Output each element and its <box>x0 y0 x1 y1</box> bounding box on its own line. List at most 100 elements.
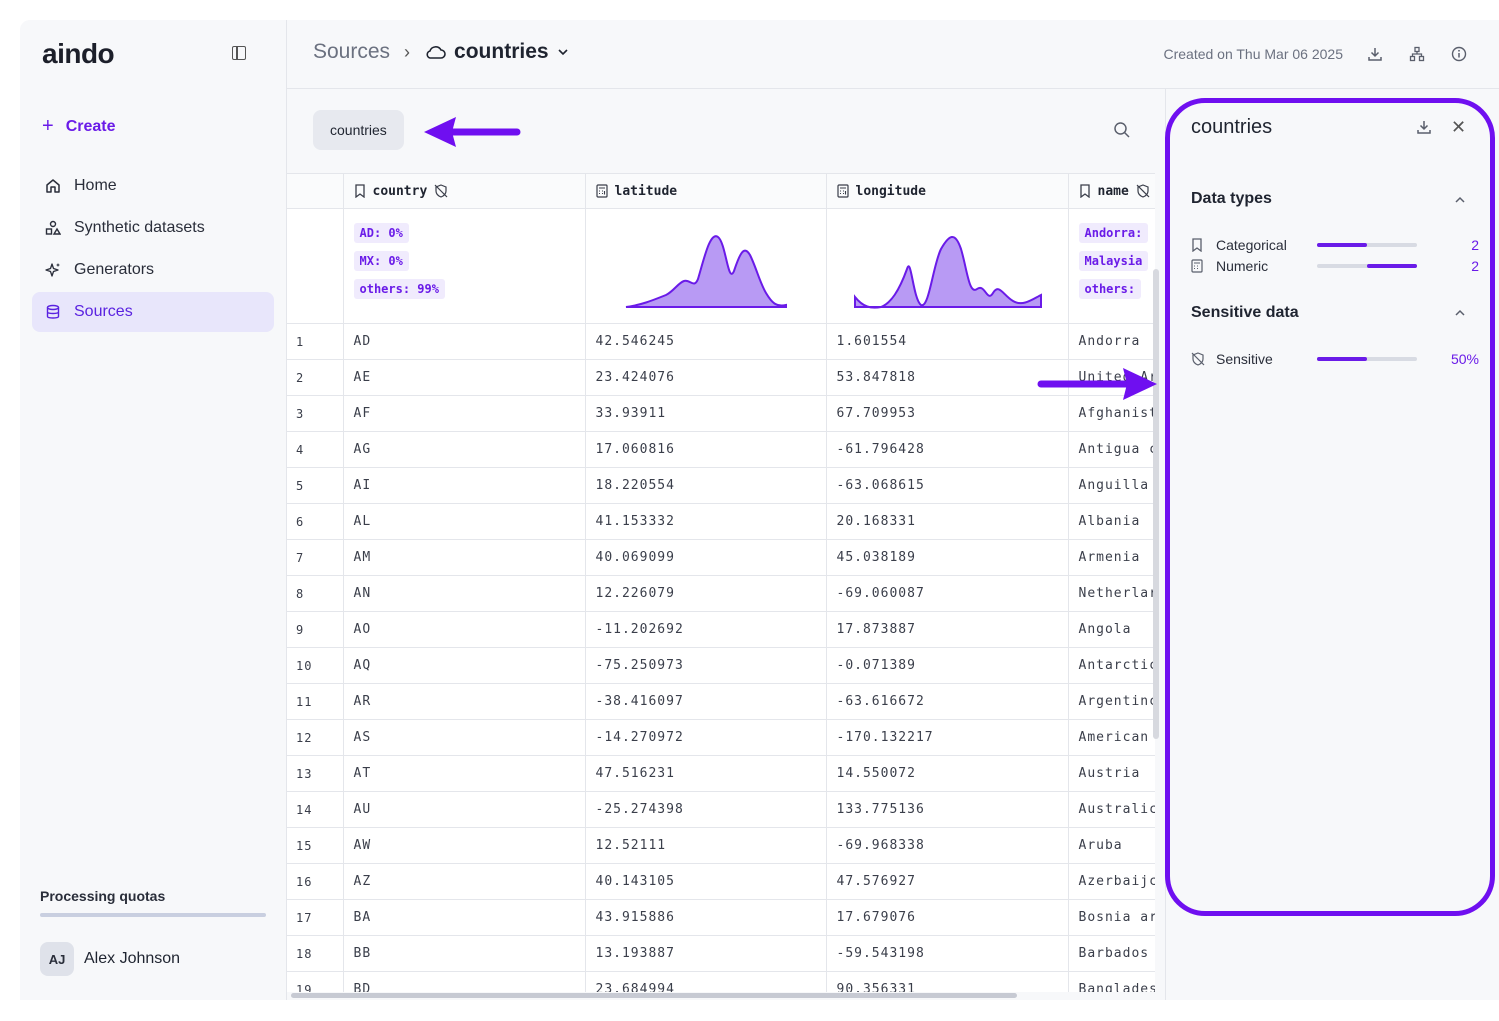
table-cell: AN <box>343 575 586 612</box>
panel-title: countries <box>1191 116 1273 138</box>
table-row[interactable]: 3 AF 33.93911 67.709953 Afghanist <box>287 395 1155 432</box>
table-cell: -25.274398 <box>585 791 827 828</box>
horizontal-scrollbar[interactable] <box>291 993 1017 998</box>
sidebar-item-label: Synthetic datasets <box>74 219 205 236</box>
table-cell: 90.356331 <box>826 971 1069 992</box>
create-button[interactable]: + Create <box>42 115 116 138</box>
table-cell: -11.202692 <box>585 611 827 648</box>
category-tag: others: <box>1078 279 1142 299</box>
column-header-longitude[interactable]: longitude <box>826 174 1069 209</box>
table-cell: Anguilla <box>1068 467 1155 504</box>
data-type-categorical: Categorical 2 <box>1191 235 1479 255</box>
data-type-label: Categorical <box>1216 237 1287 253</box>
table-cell: -69.968338 <box>826 827 1069 864</box>
table-cell: 43.915886 <box>585 899 827 936</box>
row-index-cell: 8 <box>287 575 344 612</box>
table-cell: 40.143105 <box>585 863 827 900</box>
table-cell: Antarctic <box>1068 647 1155 684</box>
table-row[interactable]: 6 AL 41.153332 20.168331 Albania <box>287 503 1155 540</box>
table-cell: -14.270972 <box>585 719 827 756</box>
table-cell: AG <box>343 431 586 468</box>
column-name: longitude <box>855 183 926 199</box>
data-type-count: 2 <box>1471 237 1479 253</box>
table-cell: -0.071389 <box>826 647 1069 684</box>
table-cell: AE <box>343 359 586 396</box>
column-header-latitude[interactable]: latitude <box>585 174 827 209</box>
table-row[interactable]: 4 AG 17.060816 -61.796428 Antigua c <box>287 431 1155 468</box>
processing-quotas-label[interactable]: Processing quotas <box>40 888 166 904</box>
breadcrumb-sources[interactable]: Sources <box>313 40 391 63</box>
table-cell: 67.709953 <box>826 395 1069 432</box>
numeric-bar-fill <box>1367 264 1417 268</box>
table-row[interactable]: 17 BA 43.915886 17.679076 Bosnia ar <box>287 899 1155 936</box>
table-cell: 133.775136 <box>826 791 1069 828</box>
table-cell: Barbados <box>1068 935 1155 972</box>
table-cell: AO <box>343 611 586 648</box>
sensitive-row: Sensitive 50% <box>1191 349 1479 369</box>
sidebar-item-synthetic-datasets[interactable]: Synthetic datasets <box>32 208 274 248</box>
row-index-cell: 7 <box>287 539 344 576</box>
table-row[interactable]: 1 AD 42.546245 1.601554 Andorra <box>287 323 1155 360</box>
column-header-country[interactable]: country <box>343 174 586 209</box>
vertical-scrollbar[interactable] <box>1153 269 1159 739</box>
name-stats-cell: Andorra: Malaysia others: <box>1068 208 1155 324</box>
info-icon[interactable] <box>1449 44 1469 64</box>
sidebar-item-home[interactable]: Home <box>32 166 274 206</box>
sparkle-icon <box>44 261 62 279</box>
table-cell: -63.616672 <box>826 683 1069 720</box>
chevron-down-icon <box>558 49 568 56</box>
table-row[interactable]: 8 AN 12.226079 -69.060087 Netherlar <box>287 575 1155 612</box>
table-cell: AW <box>343 827 586 864</box>
table-cell: 41.153332 <box>585 503 827 540</box>
table-tab-countries[interactable]: countries <box>313 110 404 150</box>
table-row[interactable]: 14 AU -25.274398 133.775136 Australic <box>287 791 1155 828</box>
table-row[interactable]: 2 AE 23.424076 53.847818 United Ar <box>287 359 1155 396</box>
categorical-bar <box>1317 243 1417 247</box>
row-index-cell: 2 <box>287 359 344 396</box>
table-cell: AF <box>343 395 586 432</box>
sensitive-percent: 50% <box>1450 351 1479 367</box>
table-row[interactable]: 18 BB 13.193887 -59.543198 Barbados <box>287 935 1155 972</box>
breadcrumb-current-dropdown[interactable]: countries <box>424 40 569 64</box>
table-cell: AD <box>343 323 586 360</box>
table-row[interactable]: 11 AR -38.416097 -63.616672 Argentinc <box>287 683 1155 720</box>
chevron-up-icon[interactable] <box>1454 194 1466 206</box>
sidebar-item-sources[interactable]: Sources <box>32 292 274 332</box>
table-cell: AL <box>343 503 586 540</box>
schema-icon[interactable] <box>1407 44 1427 64</box>
table-cell: Banglades <box>1068 971 1155 992</box>
chevron-up-icon[interactable] <box>1454 307 1466 319</box>
row-index-cell: 4 <box>287 431 344 468</box>
table-row[interactable]: 15 AW 12.52111 -69.968338 Aruba <box>287 827 1155 864</box>
table-cell: United Ar <box>1068 359 1155 396</box>
column-header-name[interactable]: name <box>1068 174 1155 209</box>
table-row[interactable]: 10 AQ -75.250973 -0.071389 Antarctic <box>287 647 1155 684</box>
table-cell: Argentinc <box>1068 683 1155 720</box>
sidebar-item-generators[interactable]: Generators <box>32 250 274 290</box>
table-row[interactable]: 12 AS -14.270972 -170.132217 American <box>287 719 1155 756</box>
table-row[interactable]: 16 AZ 40.143105 47.576927 Azerbaijc <box>287 863 1155 900</box>
database-icon <box>44 303 62 321</box>
user-profile[interactable]: AJ Alex Johnson <box>40 942 180 976</box>
table-cell: BD <box>343 971 586 992</box>
data-type-count: 2 <box>1471 258 1479 274</box>
table-row[interactable]: 19 BD 23.684994 90.356331 Banglades <box>287 971 1155 992</box>
table-cell: Austria <box>1068 755 1155 792</box>
category-tag: Andorra: <box>1078 223 1149 243</box>
table-cell: -63.068615 <box>826 467 1069 504</box>
close-icon[interactable]: ✕ <box>1451 117 1467 137</box>
table-row[interactable]: 9 AO -11.202692 17.873887 Angola <box>287 611 1155 648</box>
create-label: Create <box>65 117 116 135</box>
plus-icon: + <box>42 115 54 137</box>
search-icon[interactable] <box>1113 121 1131 139</box>
table-cell: -170.132217 <box>826 719 1069 756</box>
download-icon[interactable] <box>1365 44 1385 64</box>
category-tag: others: 99% <box>353 279 445 299</box>
table-row[interactable]: 7 AM 40.069099 45.038189 Armenia <box>287 539 1155 576</box>
collapse-sidebar-icon[interactable] <box>232 46 246 60</box>
table-row[interactable]: 13 AT 47.516231 14.550072 Austria <box>287 755 1155 792</box>
column-stats-row: AD: 0% MX: 0% others: 99% <box>287 208 1155 324</box>
download-icon[interactable] <box>1416 119 1432 135</box>
sensitive-label: Sensitive <box>1216 351 1273 367</box>
table-row[interactable]: 5 AI 18.220554 -63.068615 Anguilla <box>287 467 1155 504</box>
